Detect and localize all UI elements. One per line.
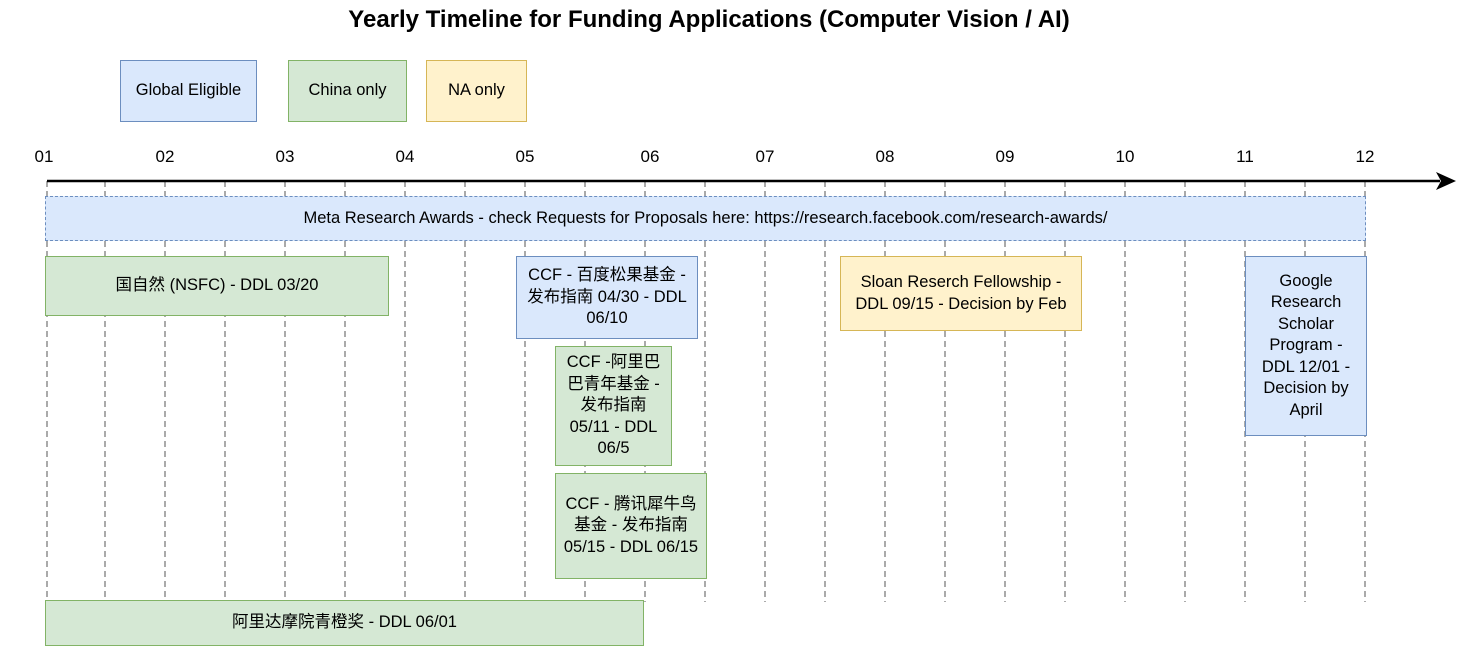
event-ccf-tencent: CCF - 腾讯犀牛鸟基金 - 发布指南 05/15 - DDL 06/15 (555, 473, 707, 579)
event-google-label: Google Research Scholar Program - DDL 12… (1261, 271, 1351, 419)
month-label: 05 (515, 147, 535, 166)
event-nsfc-label: 国自然 (NSFC) - DDL 03/20 (115, 276, 319, 295)
event-ccf-alibaba-youth: CCF -阿里巴巴青年基金 - 发布指南 05/11 - DDL 06/5 (555, 346, 672, 466)
month-label: 02 (155, 147, 175, 166)
event-sloan-label: Sloan Reserch Fellowship - DDL 09/15 - D… (855, 273, 1067, 313)
event-baidu-label: CCF - 百度松果基金 - 发布指南 04/30 - DDL 06/10 (527, 266, 687, 328)
month-label: 01 (34, 147, 54, 166)
event-damo-academy: 阿里达摩院青橙奖 - DDL 06/01 (45, 600, 644, 646)
legend-na-label: NA only (448, 81, 505, 100)
event-tencent-label: CCF - 腾讯犀牛鸟基金 - 发布指南 05/15 - DDL 06/15 (563, 494, 699, 556)
event-sloan-fellowship: Sloan Reserch Fellowship - DDL 09/15 - D… (840, 256, 1082, 331)
legend-global-label: Global Eligible (135, 81, 242, 100)
event-ccf-baidu: CCF - 百度松果基金 - 发布指南 04/30 - DDL 06/10 (516, 256, 698, 339)
event-google-research-scholar: Google Research Scholar Program - DDL 12… (1245, 256, 1367, 436)
diagram-title: Yearly Timeline for Funding Applications… (348, 6, 1070, 33)
month-label: 11 (1236, 147, 1254, 166)
month-label: 10 (1115, 147, 1135, 166)
month-label: 07 (755, 147, 775, 166)
event-alibaba-youth-label: CCF -阿里巴巴青年基金 - 发布指南 05/11 - DDL 06/5 (566, 353, 661, 458)
legend-na-only: NA only (426, 60, 527, 122)
month-label: 04 (395, 147, 415, 166)
timeline-arrowhead (1436, 172, 1456, 190)
event-damo-label: 阿里达摩院青橙奖 - DDL 06/01 (232, 613, 457, 632)
month-label: 12 (1355, 147, 1375, 166)
legend-china-only: China only (288, 60, 407, 122)
event-nsfc: 国自然 (NSFC) - DDL 03/20 (45, 256, 389, 316)
legend-china-label: China only (308, 81, 387, 100)
month-label: 03 (275, 147, 295, 166)
event-meta-research-awards: Meta Research Awards - check Requests fo… (45, 196, 1366, 241)
month-label: 09 (995, 147, 1015, 166)
legend-global-eligible: Global Eligible (120, 60, 257, 122)
month-label: 08 (875, 147, 895, 166)
event-meta-label: Meta Research Awards - check Requests fo… (303, 208, 1108, 227)
month-label: 06 (640, 147, 660, 166)
